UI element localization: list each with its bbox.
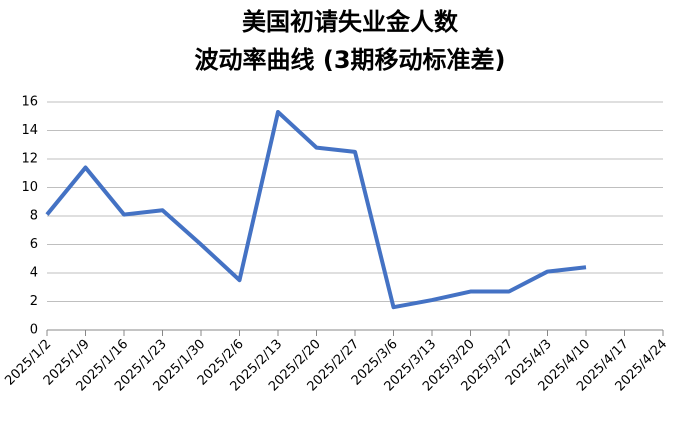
- y-tick-label: 2: [30, 294, 38, 309]
- y-tick-label: 14: [21, 123, 38, 138]
- line-series: [45, 109, 587, 310]
- y-tick-label: 10: [21, 180, 38, 195]
- y-tick-label: 6: [30, 237, 38, 252]
- y-tick-label: 8: [30, 209, 38, 224]
- y-tick-label: 4: [30, 266, 38, 281]
- y-tick-label: 16: [21, 95, 38, 110]
- y-tick-label: 0: [30, 323, 38, 338]
- y-tick-label: 12: [21, 152, 38, 167]
- chart-title: 美国初请失业金人数: [242, 8, 459, 36]
- chart-subtitle: 波动率曲线 (3期移动标准差): [195, 46, 506, 74]
